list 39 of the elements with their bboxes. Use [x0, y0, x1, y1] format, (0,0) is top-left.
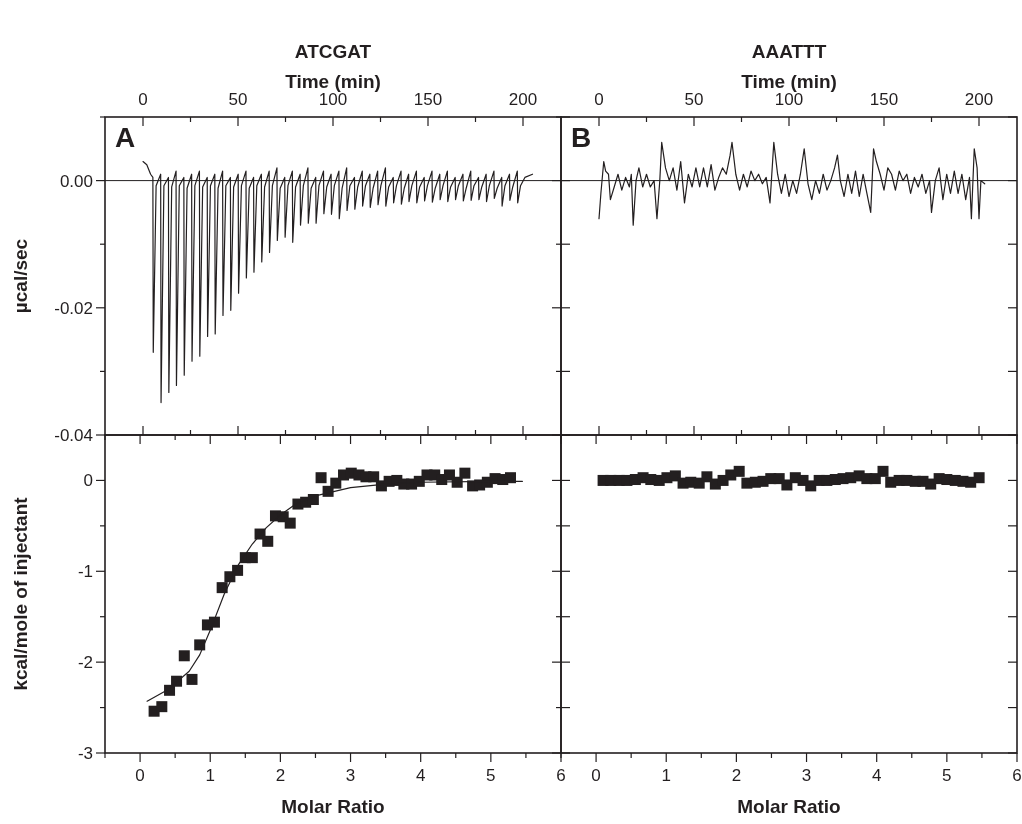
- x-tick-label: 0: [135, 766, 145, 785]
- x-tick-label: 3: [801, 766, 812, 785]
- y-axis-title: kcal/mole of injectant: [10, 496, 31, 691]
- annotation: A: [115, 122, 136, 153]
- y-tick-label: -0.02: [54, 298, 93, 318]
- x-tick-label: 2: [275, 766, 286, 785]
- x-axis-title: Molar Ratio: [737, 796, 841, 817]
- x-tick-label: 50: [228, 90, 248, 109]
- x-tick-label: 150: [869, 90, 899, 109]
- x-tick-label: 150: [413, 90, 443, 109]
- x-tick-label: 1: [661, 766, 671, 785]
- x-tick-label: 1: [205, 766, 215, 785]
- x-tick-label: 0: [594, 90, 604, 109]
- x-tick-label: 5: [942, 766, 952, 785]
- y-tick-label: 0: [83, 471, 93, 491]
- x-axis-title: Time (min): [741, 71, 837, 92]
- y-tick-label: -2: [77, 653, 93, 673]
- y-tick-label: 0.00: [59, 171, 93, 191]
- x-axis-title: Time (min): [285, 71, 381, 92]
- y-tick-label: -0.04: [54, 425, 93, 445]
- x-tick-label: 6: [1012, 766, 1022, 785]
- x-tick-label: 200: [964, 90, 994, 109]
- x-tick-label: 6: [556, 766, 566, 785]
- x-tick-label: 0: [591, 766, 601, 785]
- chart-title: AAATTT: [751, 41, 827, 62]
- x-tick-label: 0: [138, 90, 148, 109]
- y-axis-title: µcal/sec: [10, 238, 31, 314]
- x-tick-label: 200: [508, 90, 538, 109]
- annotation: B: [571, 122, 592, 153]
- chart-title: ATCGAT: [294, 41, 372, 62]
- x-tick-label: 4: [871, 766, 882, 785]
- x-tick-label: 50: [684, 90, 704, 109]
- x-tick-label: 4: [415, 766, 426, 785]
- y-tick-label: -1: [77, 562, 93, 582]
- x-tick-label: 5: [486, 766, 496, 785]
- x-axis-title: Molar Ratio: [281, 796, 385, 817]
- y-tick-label: -3: [77, 743, 93, 763]
- x-tick-label: 3: [345, 766, 356, 785]
- x-tick-label: 2: [731, 766, 742, 785]
